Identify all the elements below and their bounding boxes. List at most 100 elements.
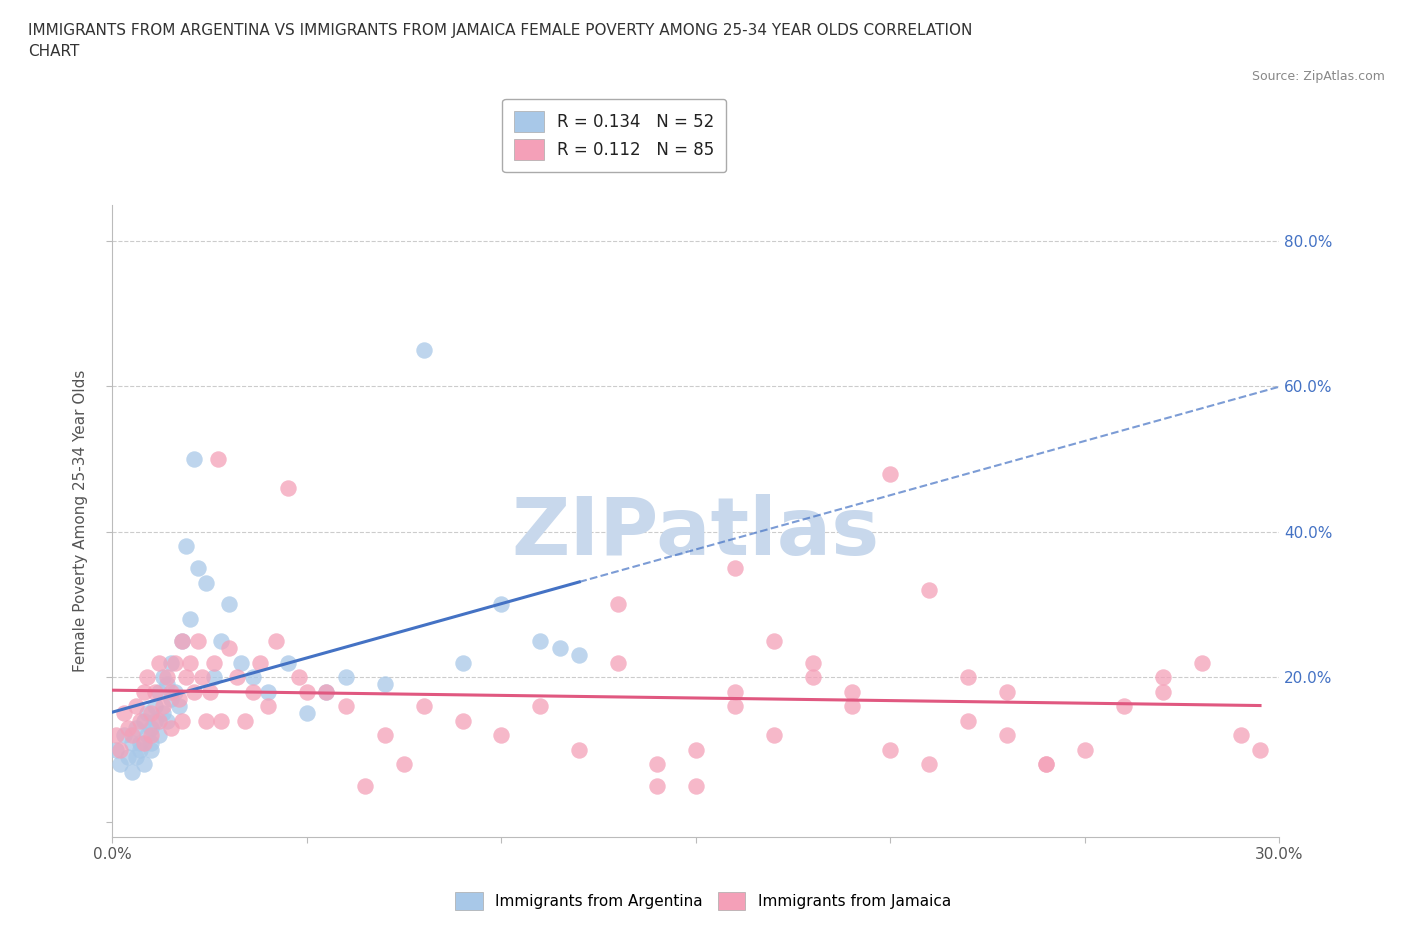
Point bbox=[148, 655, 170, 670]
Point bbox=[685, 742, 707, 757]
Point bbox=[957, 670, 980, 684]
Point bbox=[187, 633, 209, 648]
Point bbox=[491, 597, 513, 612]
Point bbox=[194, 713, 217, 728]
Point bbox=[176, 670, 198, 684]
Point bbox=[276, 481, 298, 496]
Point bbox=[209, 713, 232, 728]
Point bbox=[295, 684, 318, 699]
Point bbox=[276, 655, 298, 670]
Point bbox=[128, 742, 150, 757]
Point bbox=[207, 452, 229, 467]
Point bbox=[183, 452, 205, 467]
Point bbox=[412, 342, 434, 357]
Point bbox=[143, 713, 166, 728]
Point bbox=[841, 684, 863, 699]
Point bbox=[105, 728, 128, 743]
Point bbox=[160, 655, 183, 670]
Point bbox=[233, 713, 256, 728]
Point bbox=[529, 633, 551, 648]
Point bbox=[288, 670, 311, 684]
Point bbox=[141, 735, 163, 750]
Point bbox=[152, 706, 174, 721]
Point bbox=[242, 670, 264, 684]
Point bbox=[607, 655, 630, 670]
Point bbox=[645, 778, 668, 793]
Point bbox=[128, 713, 150, 728]
Point bbox=[172, 713, 194, 728]
Point bbox=[179, 612, 201, 627]
Point bbox=[226, 670, 249, 684]
Point bbox=[156, 670, 179, 684]
Point bbox=[136, 728, 159, 743]
Point bbox=[176, 538, 198, 553]
Point bbox=[295, 706, 318, 721]
Point bbox=[128, 735, 150, 750]
Point bbox=[1152, 684, 1174, 699]
Point bbox=[264, 633, 287, 648]
Point bbox=[218, 641, 240, 656]
Point bbox=[160, 691, 183, 706]
Point bbox=[685, 778, 707, 793]
Point bbox=[257, 698, 280, 713]
Point bbox=[179, 655, 201, 670]
Point bbox=[335, 670, 357, 684]
Point bbox=[136, 670, 159, 684]
Point bbox=[412, 698, 434, 713]
Point bbox=[132, 757, 155, 772]
Point bbox=[156, 677, 179, 692]
Point bbox=[762, 633, 785, 648]
Point bbox=[1229, 728, 1251, 743]
Point bbox=[143, 698, 166, 713]
Point bbox=[141, 728, 163, 743]
Point bbox=[529, 698, 551, 713]
Point bbox=[172, 633, 194, 648]
Point bbox=[156, 713, 179, 728]
Point bbox=[163, 655, 186, 670]
Point bbox=[141, 742, 163, 757]
Point bbox=[1191, 655, 1213, 670]
Point bbox=[112, 728, 135, 743]
Point bbox=[335, 698, 357, 713]
Point bbox=[257, 684, 280, 699]
Text: ZIPatlas: ZIPatlas bbox=[512, 495, 880, 573]
Point bbox=[724, 561, 747, 576]
Point bbox=[249, 655, 271, 670]
Point bbox=[1249, 742, 1271, 757]
Point bbox=[209, 633, 232, 648]
Point bbox=[879, 742, 901, 757]
Point bbox=[218, 597, 240, 612]
Legend: Immigrants from Argentina, Immigrants from Jamaica: Immigrants from Argentina, Immigrants fr… bbox=[447, 884, 959, 918]
Point bbox=[191, 670, 214, 684]
Point bbox=[724, 698, 747, 713]
Point bbox=[568, 742, 591, 757]
Point bbox=[141, 721, 163, 736]
Point bbox=[110, 742, 132, 757]
Point bbox=[374, 677, 396, 692]
Point bbox=[136, 706, 159, 721]
Point bbox=[132, 684, 155, 699]
Point bbox=[548, 641, 571, 656]
Point bbox=[117, 721, 139, 736]
Text: IMMIGRANTS FROM ARGENTINA VS IMMIGRANTS FROM JAMAICA FEMALE POVERTY AMONG 25-34 : IMMIGRANTS FROM ARGENTINA VS IMMIGRANTS … bbox=[28, 23, 973, 60]
Point bbox=[125, 698, 148, 713]
Point bbox=[125, 721, 148, 736]
Point bbox=[148, 713, 170, 728]
Point bbox=[451, 713, 474, 728]
Point bbox=[121, 728, 143, 743]
Point bbox=[451, 655, 474, 670]
Point bbox=[1074, 742, 1097, 757]
Point bbox=[1152, 670, 1174, 684]
Point bbox=[121, 735, 143, 750]
Point bbox=[1035, 757, 1057, 772]
Point bbox=[242, 684, 264, 699]
Point bbox=[163, 684, 186, 699]
Point bbox=[160, 721, 183, 736]
Point bbox=[117, 750, 139, 764]
Point bbox=[762, 728, 785, 743]
Point bbox=[121, 764, 143, 779]
Point bbox=[607, 597, 630, 612]
Point bbox=[841, 698, 863, 713]
Point bbox=[148, 684, 170, 699]
Point bbox=[132, 735, 155, 750]
